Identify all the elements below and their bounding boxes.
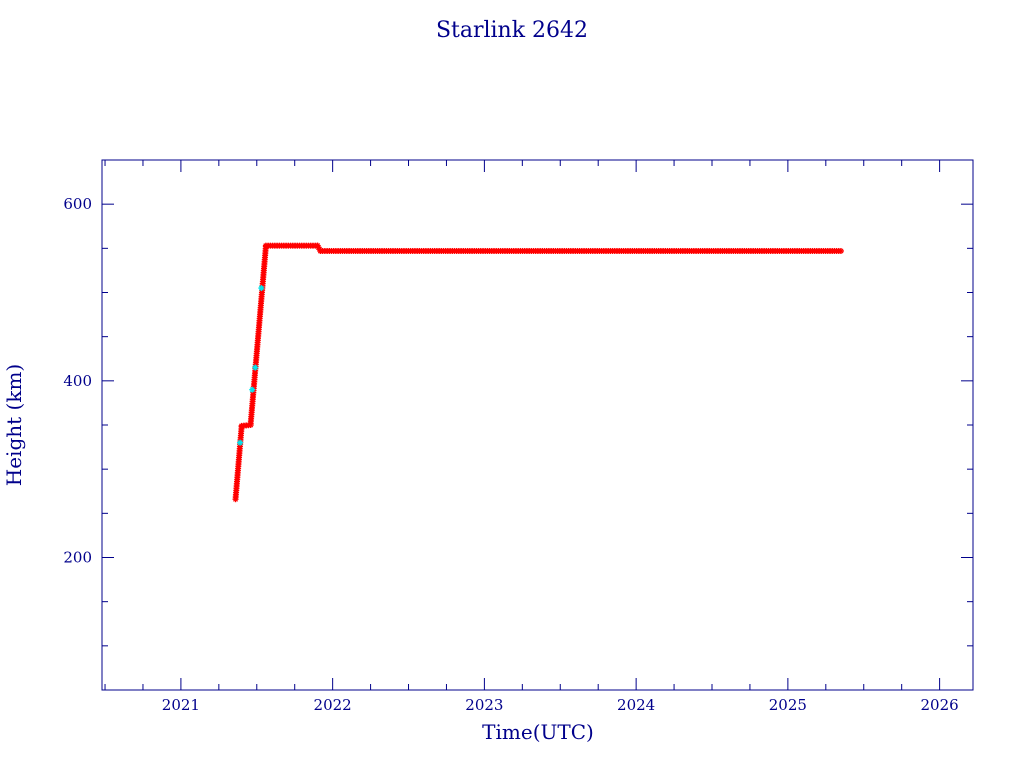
y-axis-label: Height (km) xyxy=(2,364,26,486)
x-tick-label: 2025 xyxy=(769,696,807,714)
data-point xyxy=(258,285,265,292)
data-point xyxy=(252,364,259,371)
x-tick-label: 2022 xyxy=(314,696,352,714)
y-tick-labels: 200 400 600 xyxy=(63,195,92,566)
data-point xyxy=(837,247,844,254)
chart-title: Starlink 2642 xyxy=(436,18,588,43)
x-tick-label: 2023 xyxy=(465,696,503,714)
data-point xyxy=(249,386,256,393)
x-axis-label: Time(UTC) xyxy=(482,720,594,744)
y-tick-label: 200 xyxy=(63,549,92,567)
x-tick-labels: 2021 2022 2023 2024 2025 2026 xyxy=(162,696,959,714)
y-tick-label: 600 xyxy=(63,195,92,213)
x-tick-label: 2024 xyxy=(617,696,655,714)
plot-frame xyxy=(101,159,974,691)
axis-ticks xyxy=(102,159,973,690)
data-points xyxy=(232,242,844,503)
data-point xyxy=(237,439,244,446)
x-tick-label: 2021 xyxy=(162,696,200,714)
x-tick-label: 2026 xyxy=(921,696,959,714)
y-tick-label: 400 xyxy=(63,372,92,390)
